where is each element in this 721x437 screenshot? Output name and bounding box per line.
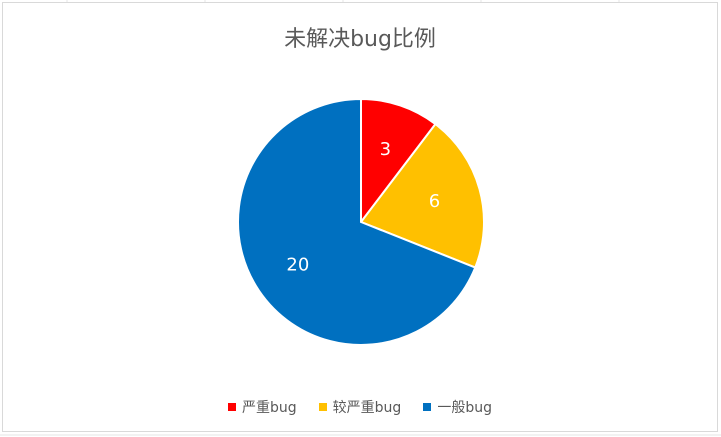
chart-title: 未解决bug比例 bbox=[284, 27, 436, 52]
pie-slice-normal[interactable] bbox=[237, 97, 477, 346]
pie-chart: 3 6 20 bbox=[237, 97, 485, 346]
chart-legend: 严重bug 较严重bug 一般bug bbox=[3, 397, 717, 417]
pie-slice-moderate[interactable] bbox=[359, 122, 485, 269]
legend-item-moderate: 较严重bug bbox=[318, 397, 402, 417]
data-label-moderate: 6 bbox=[429, 191, 440, 212]
legend-swatch-moderate bbox=[318, 403, 327, 411]
legend-label-moderate: 较严重bug bbox=[332, 400, 402, 416]
legend-item-normal: 一般bug bbox=[423, 397, 492, 417]
pie-slice-severe[interactable] bbox=[360, 97, 437, 225]
legend-label-severe: 严重bug bbox=[242, 400, 297, 416]
legend-swatch-normal bbox=[423, 403, 432, 411]
legend-label-normal: 一般bug bbox=[437, 400, 492, 416]
data-label-severe: 3 bbox=[380, 139, 391, 160]
legend-swatch-severe bbox=[228, 403, 237, 411]
chart-area[interactable]: 未解决bug比例 3 6 20 严重bug 较严重bug 一般bug bbox=[2, 2, 718, 432]
data-label-normal: 20 bbox=[286, 254, 309, 275]
legend-item-severe: 严重bug bbox=[228, 397, 297, 417]
